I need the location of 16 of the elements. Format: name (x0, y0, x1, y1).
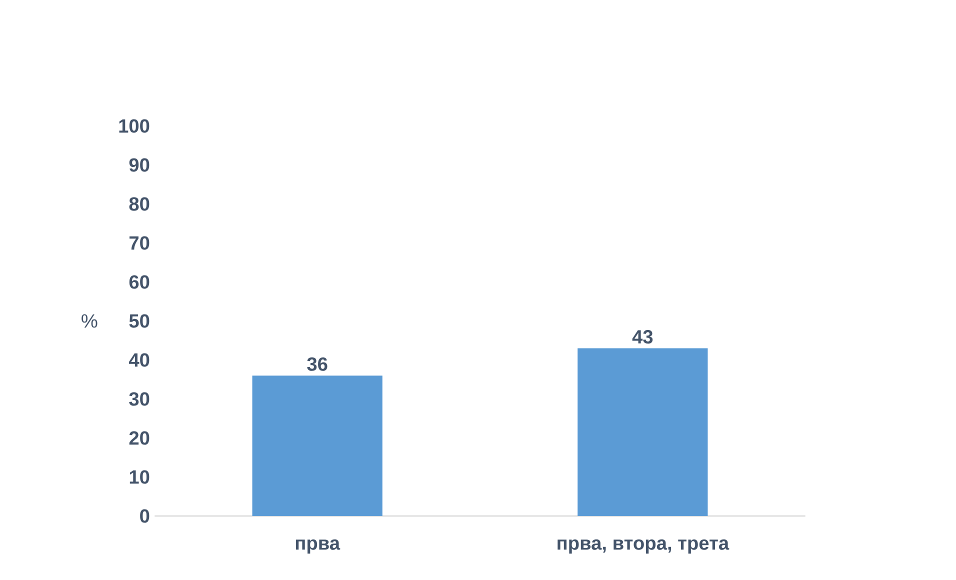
y-tick-label: 0 (140, 509, 150, 523)
y-tick-label: 50 (129, 314, 150, 328)
y-tick-label: 20 (129, 431, 150, 445)
y-axis-title: % (82, 314, 98, 328)
data-label: 36 (307, 357, 328, 371)
data-label: 43 (632, 330, 653, 344)
x-tick-label: прва (296, 539, 340, 554)
y-tick-label: 30 (129, 392, 150, 406)
y-tick-label: 60 (129, 275, 150, 289)
y-tick-label: 100 (119, 119, 150, 133)
y-tick-label: 70 (130, 236, 150, 250)
y-tick-label: 10 (130, 470, 150, 484)
y-tick-label: 40 (128, 353, 150, 367)
y-tick-label: 90 (129, 158, 150, 172)
y-tick-label: 80 (129, 197, 150, 211)
x-tick-label: прва, втора, трета (558, 539, 730, 554)
